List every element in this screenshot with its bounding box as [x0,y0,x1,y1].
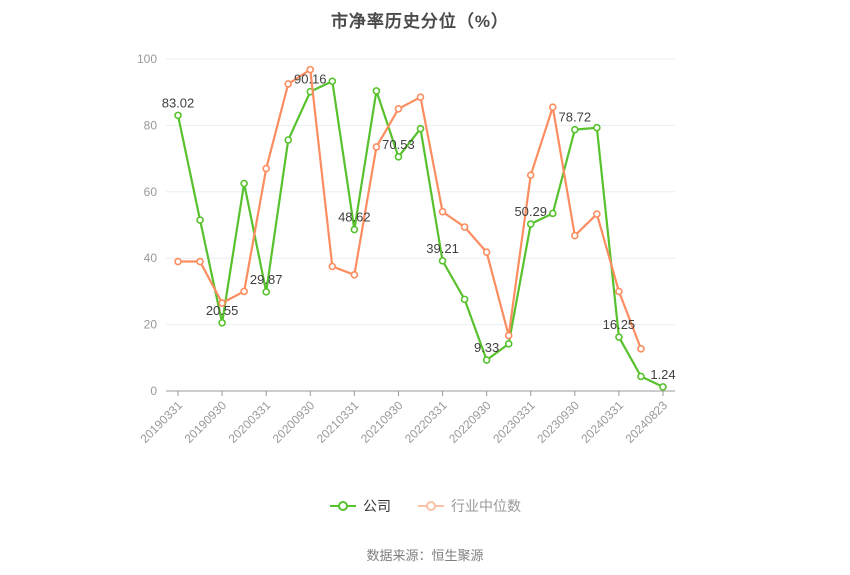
y-axis-tick-label: 80 [144,118,158,132]
data-point-label: 50.29 [514,204,547,219]
company-point-marker [394,153,403,161]
company-point-marker [504,340,513,348]
industry-median-point-marker [218,299,226,307]
legend-item-industry-median[interactable]: 行业中位数 [417,496,521,516]
industry-median-point-marker [482,248,491,257]
industry-median-point-marker [196,257,204,266]
company-point-marker [416,124,425,133]
company-point-marker [372,87,381,95]
industry-median-point-marker [504,331,513,340]
data-point-label: 29.87 [250,272,283,287]
x-axis-tick-label: 20200930 [270,398,318,446]
data-point-label: 48.62 [338,210,371,225]
x-axis-tick-label: 20240823 [622,398,670,446]
data-point-label: 39.21 [426,241,459,256]
legend-label-company: 公司 [363,498,391,514]
company-point-marker [262,288,270,296]
industry-median-point-marker [526,171,535,179]
company-point-marker [548,209,557,218]
data-point-label: 16.25 [603,317,636,332]
data-point-label: 78.72 [559,110,592,125]
data-point-label: 70.53 [382,137,415,152]
x-axis-tick-label: 20210930 [358,398,406,446]
industry-median-point-marker [637,345,645,353]
company-point-marker [571,125,579,134]
company-point-marker [196,216,204,224]
industry-median-point-marker [394,105,403,113]
legend-item-company[interactable]: 公司 [329,496,391,516]
industry-median-point-marker [460,223,469,231]
data-point-label: 20.55 [206,303,239,318]
company-point-marker [460,295,469,304]
company-point-marker [438,257,447,265]
company-point-marker [593,123,601,132]
industry-median-point-marker [548,103,557,111]
industry-median-line [178,68,642,350]
line-chart-plot: 0 20 40 60 80 100 2019033120190930202003312020… [137,52,676,446]
x-axis-tick-label: 20210331 [314,398,362,446]
company-point-marker [284,136,293,144]
company-point-marker [350,225,359,234]
data-point-label: 9.33 [474,340,499,355]
company-point-marker [659,383,667,391]
industry-median-point-marker [284,80,293,88]
industry-median-point-marker [350,270,359,279]
data-source-note: 数据来源：恒生聚源 [366,548,484,563]
x-axis-tick-label: 20230930 [534,398,582,446]
x-axis-tick-label: 20220930 [446,398,494,446]
y-axis-tick-label: 100 [137,52,157,66]
legend: 公司 行业中位数 [0,496,850,516]
x-axis-tick-label: 20220331 [402,398,450,446]
x-axis-tick-label: 20230331 [490,398,538,446]
industry-median-point-marker [328,262,337,271]
legend-label-industry-median: 行业中位数 [451,498,521,514]
y-axis-tick-label: 40 [144,251,158,265]
company-point-marker [526,220,535,228]
x-axis-tick-label: 20200331 [226,398,274,446]
x-axis-tick-label: 20190331 [137,398,185,446]
industry-median-point-marker [438,207,447,216]
industry-median-point-marker [372,143,381,151]
x-axis-tick-label: 20240331 [578,398,626,446]
data-point-label: 1.24 [650,367,675,382]
y-axis-tick-label: 60 [144,185,158,199]
company-point-marker [174,111,182,120]
industry-median-point-marker [306,65,315,74]
y-axis-tick-label: 20 [144,318,158,332]
data-point-label: 83.02 [162,95,195,110]
industry-median-point-marker [615,287,623,296]
company-point-marker [218,318,226,327]
company-point-marker [615,333,623,341]
company-point-marker [240,179,248,188]
industry-median-point-marker [571,231,579,240]
industry-median-point-marker [416,93,425,101]
industry-median-point-marker [174,257,182,266]
data-point-label: 90.16 [294,72,327,87]
company-point-marker [637,372,645,381]
company-line-marker-icon [330,501,356,511]
industry-median-line-marker-icon [418,501,444,511]
industry-median-point-marker [262,164,270,173]
chart-title: 市净率历史分位（%） [330,12,510,31]
industry-median-point-marker [593,210,601,218]
y-axis-tick-label: 0 [150,384,157,398]
company-point-marker [328,77,337,86]
x-axis-tick-label: 20190930 [182,398,230,446]
industry-median-point-marker [240,287,248,296]
company-point-marker [482,356,491,364]
